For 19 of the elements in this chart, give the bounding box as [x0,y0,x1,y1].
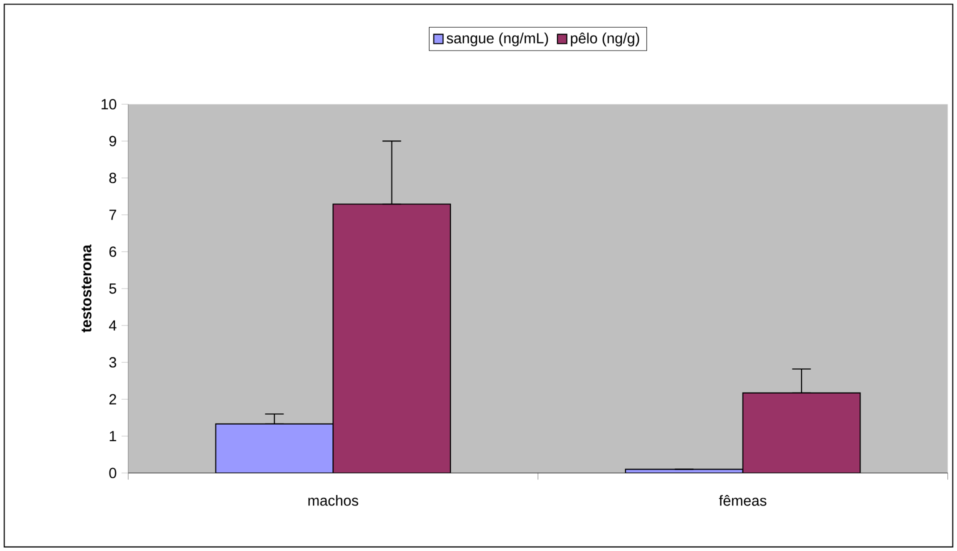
y-tick-label: 2 [109,394,116,404]
x-tick-label: fêmeas [719,494,766,506]
bar [332,204,451,473]
y-tick-label: 4 [109,320,116,330]
y-tick-label: 1 [110,430,116,442]
y-tick-label: 3 [109,357,116,368]
bar [215,423,334,473]
legend-label: pêlo (ng/g) [570,32,640,46]
y-tick-label: 7 [109,210,116,220]
y-tick-label: 0 [109,468,116,478]
y-tick-label: 9 [109,136,116,146]
bar [742,392,861,473]
y-tick-label: 8 [109,172,116,184]
y-tick-label: 5 [109,283,116,294]
x-tick-label: machos [308,494,358,506]
legend-label: sangue (ng/mL) [446,32,548,46]
y-tick-label: 6 [109,246,116,257]
y-axis-title: testosterona [82,244,92,332]
y-tick-label: 10 [102,98,116,110]
